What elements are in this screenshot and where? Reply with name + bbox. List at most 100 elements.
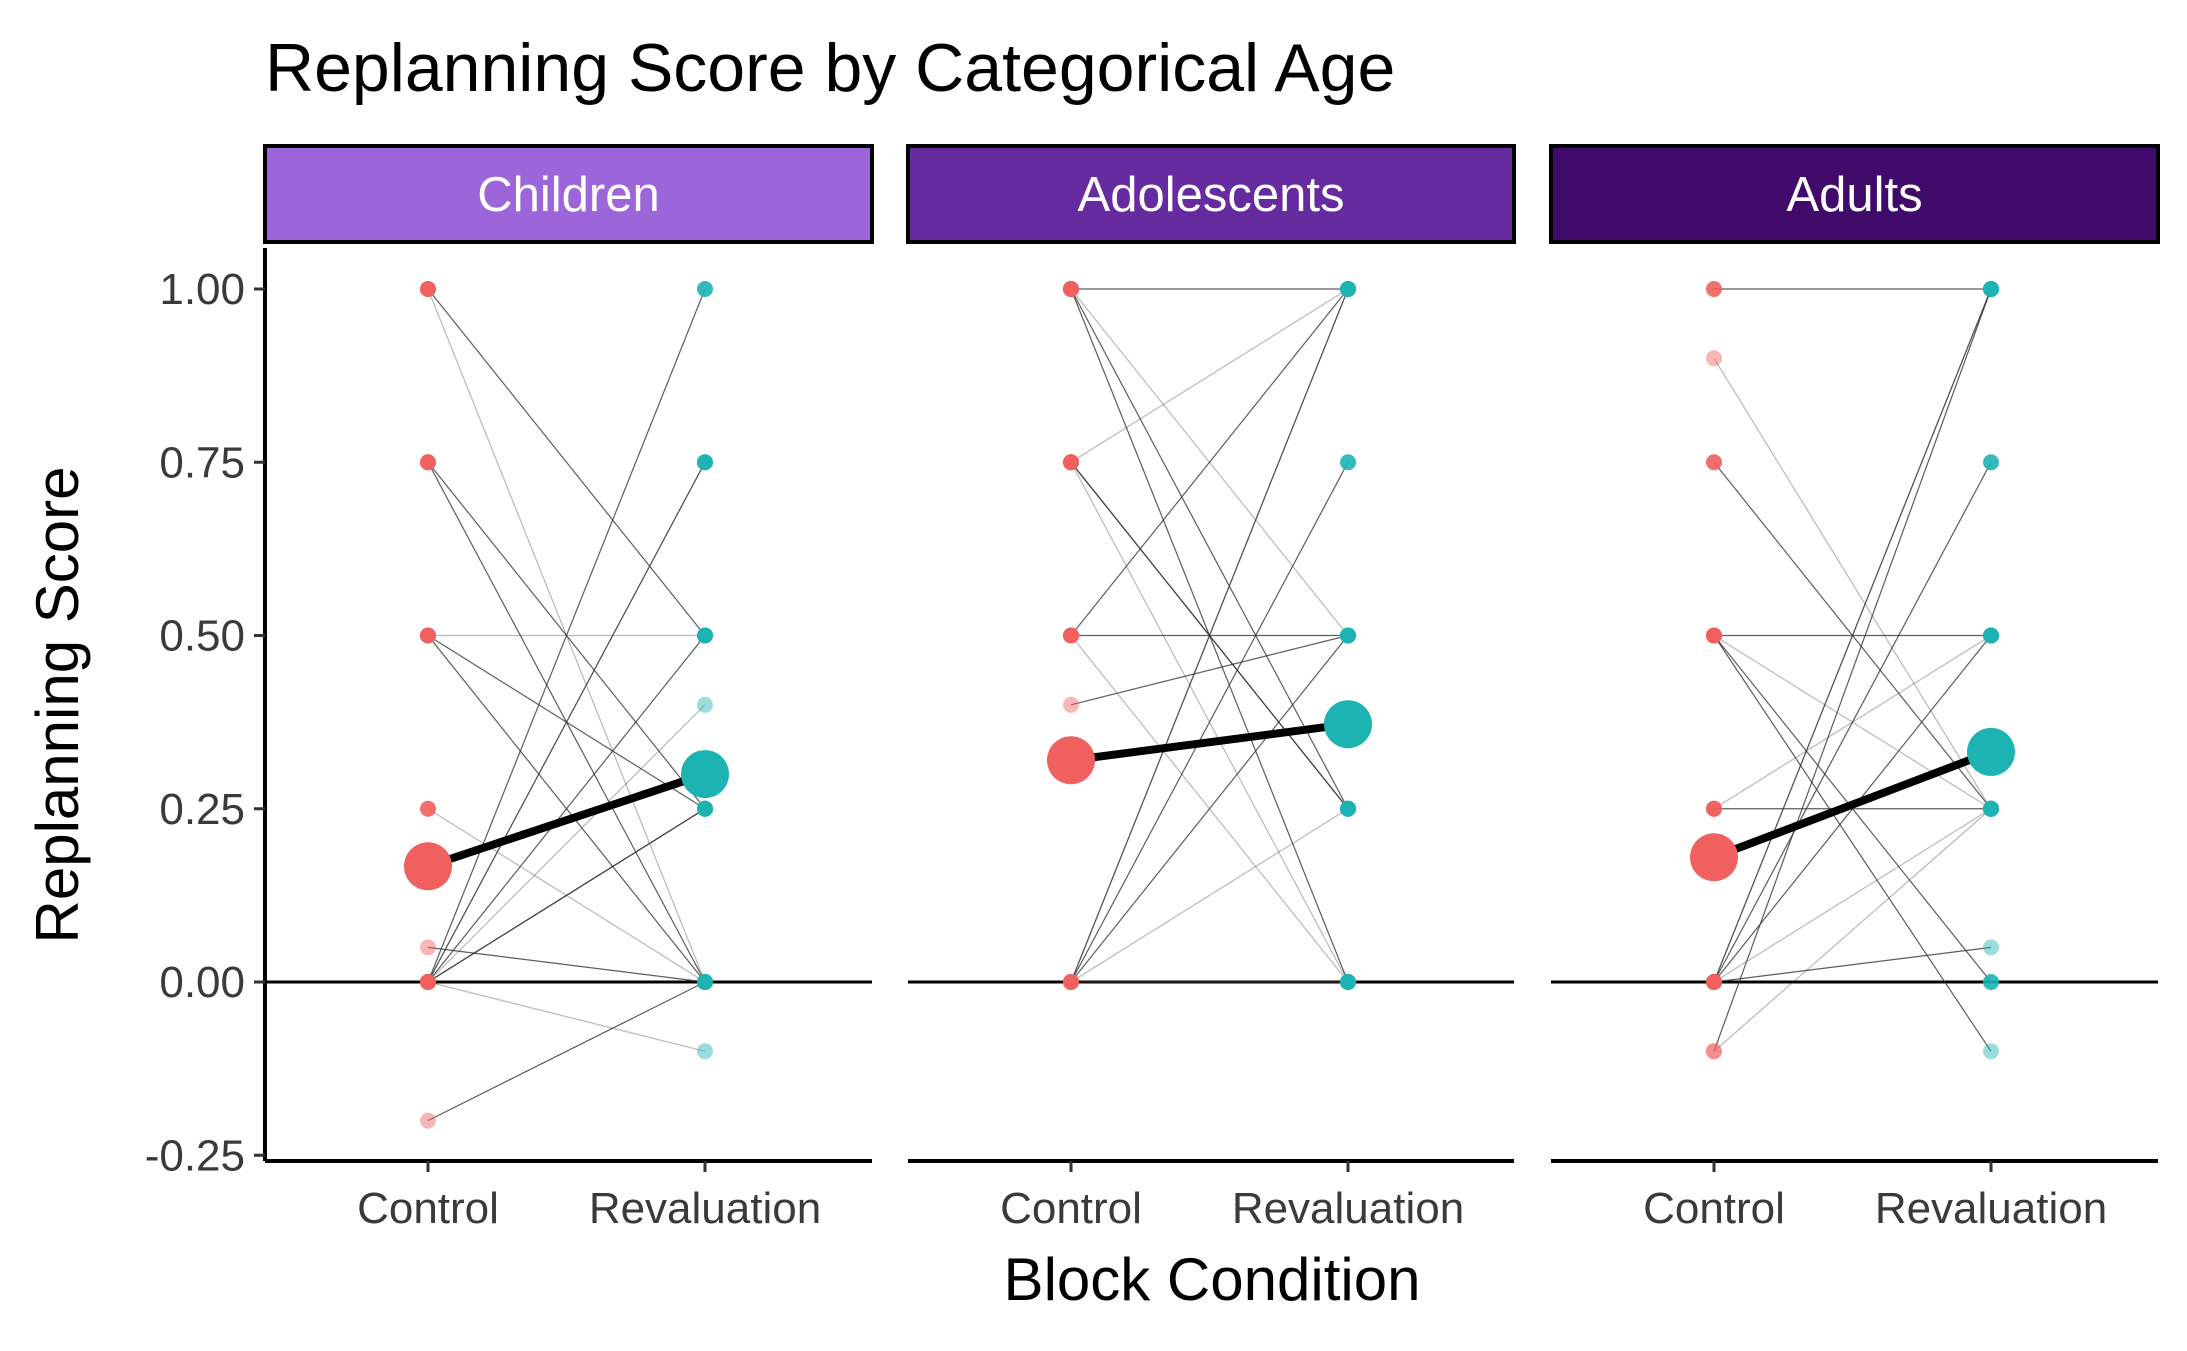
revaluation-point bbox=[1983, 454, 1999, 471]
control-point bbox=[1706, 1043, 1722, 1060]
participant-line bbox=[1713, 808, 1992, 1052]
control-mean-point bbox=[404, 842, 452, 891]
facet-strip-label: Children bbox=[477, 168, 659, 222]
facet-strip-label: Adolescents bbox=[1078, 168, 1345, 222]
facet-panel-adults: Adults Control Revaluation bbox=[1549, 144, 2160, 1233]
y-axis: 1.00 0.75 0.50 0.25 0.00 -0.25 bbox=[145, 248, 267, 1180]
participant-line bbox=[427, 288, 706, 636]
control-point bbox=[1706, 800, 1722, 817]
participant-line bbox=[1713, 357, 1992, 810]
control-point bbox=[1706, 454, 1722, 471]
revaluation-point bbox=[1983, 800, 1999, 817]
y-tick-label: 0.00 bbox=[159, 958, 245, 1007]
control-point bbox=[1063, 454, 1079, 471]
revaluation-point bbox=[1340, 281, 1356, 297]
control-point bbox=[1706, 627, 1722, 644]
participant-line bbox=[1070, 288, 1349, 636]
x-tick-label: Control bbox=[357, 1184, 499, 1233]
control-point bbox=[1706, 350, 1722, 367]
revaluation-point bbox=[1983, 939, 1999, 956]
revaluation-point bbox=[697, 281, 713, 297]
y-tick-label: 0.50 bbox=[159, 612, 245, 661]
x-tick-label: Revaluation bbox=[1875, 1184, 2107, 1233]
participant-line bbox=[1070, 288, 1349, 463]
participant-line bbox=[1713, 461, 1992, 983]
participant-line bbox=[427, 981, 706, 1122]
control-point bbox=[420, 454, 436, 471]
facet-panels: Children Control Revaluation Adolescents Con… bbox=[263, 144, 2160, 1233]
participant-line bbox=[1070, 808, 1349, 983]
participant-line bbox=[1070, 288, 1349, 983]
control-point bbox=[1063, 627, 1079, 644]
x-tick-label: Control bbox=[1000, 1184, 1142, 1233]
revaluation-point bbox=[1983, 974, 1999, 990]
revaluation-point bbox=[1340, 627, 1356, 644]
revaluation-point bbox=[697, 627, 713, 644]
revaluation-point bbox=[697, 800, 713, 817]
participant-line bbox=[427, 981, 706, 1052]
x-axis-title: Block Condition bbox=[1004, 1246, 1421, 1313]
control-mean-point bbox=[1047, 736, 1095, 785]
revaluation-point bbox=[697, 974, 713, 990]
y-tick-label: -0.25 bbox=[145, 1131, 245, 1180]
revaluation-mean-point bbox=[1967, 727, 2015, 776]
x-tick-label: Revaluation bbox=[1232, 1184, 1464, 1233]
revaluation-mean-point bbox=[681, 750, 729, 799]
revaluation-point bbox=[697, 1043, 713, 1060]
participant-line bbox=[1070, 288, 1349, 983]
participant-line bbox=[1070, 635, 1349, 983]
participant-line bbox=[427, 704, 706, 983]
control-point bbox=[1706, 974, 1722, 990]
participant-line bbox=[1713, 635, 1992, 1052]
control-point bbox=[420, 1112, 436, 1129]
participant-line bbox=[1713, 288, 1992, 983]
revaluation-point bbox=[697, 454, 713, 471]
control-point bbox=[1706, 1043, 1722, 1060]
control-point bbox=[420, 281, 436, 297]
facet-panel-adolescents: Adolescents Control Revaluation bbox=[906, 144, 1516, 1233]
participant-line bbox=[427, 808, 706, 983]
control-point bbox=[1706, 281, 1722, 297]
control-point bbox=[1063, 281, 1079, 297]
participant-line bbox=[427, 635, 706, 983]
facet-strip bbox=[906, 144, 1516, 244]
facet-strip bbox=[1549, 144, 2160, 244]
participant-line bbox=[1070, 288, 1349, 810]
control-point bbox=[420, 939, 436, 956]
x-tick-label: Revaluation bbox=[589, 1184, 821, 1233]
y-tick-label: 0.25 bbox=[159, 785, 245, 834]
revaluation-point bbox=[1340, 454, 1356, 471]
revaluation-point bbox=[1340, 800, 1356, 817]
participant-line bbox=[1070, 634, 1349, 706]
revaluation-point bbox=[1983, 627, 1999, 644]
control-point bbox=[420, 627, 436, 644]
facet-strip bbox=[263, 144, 874, 244]
participant-line bbox=[1713, 808, 1992, 983]
control-point bbox=[1063, 696, 1079, 713]
revaluation-point bbox=[1340, 974, 1356, 990]
x-tick-label: Control bbox=[1643, 1184, 1785, 1233]
control-point bbox=[420, 800, 436, 817]
participant-line bbox=[1713, 946, 1992, 983]
control-mean-point bbox=[1690, 833, 1738, 882]
facet-strip-label: Adults bbox=[1786, 168, 1922, 222]
participant-line bbox=[427, 946, 706, 983]
mean-line bbox=[1070, 720, 1349, 765]
control-point bbox=[420, 974, 436, 990]
facet-panel-children: Children Control Revaluation bbox=[263, 144, 874, 1233]
y-tick-label: 1.00 bbox=[159, 265, 245, 314]
revaluation-point bbox=[1983, 1043, 1999, 1060]
revaluation-mean-point bbox=[1324, 700, 1372, 749]
participant-line bbox=[427, 461, 706, 983]
participant-line bbox=[1713, 288, 1992, 983]
revaluation-point bbox=[1983, 281, 1999, 297]
mean-line bbox=[1712, 748, 1993, 861]
chart-title: Replanning Score by Categorical Age bbox=[265, 30, 1395, 106]
participant-line bbox=[1713, 288, 1992, 1052]
participant-line bbox=[427, 288, 706, 983]
revaluation-point bbox=[697, 696, 713, 713]
y-tick-label: 0.75 bbox=[159, 438, 245, 487]
participant-line bbox=[1070, 461, 1349, 983]
